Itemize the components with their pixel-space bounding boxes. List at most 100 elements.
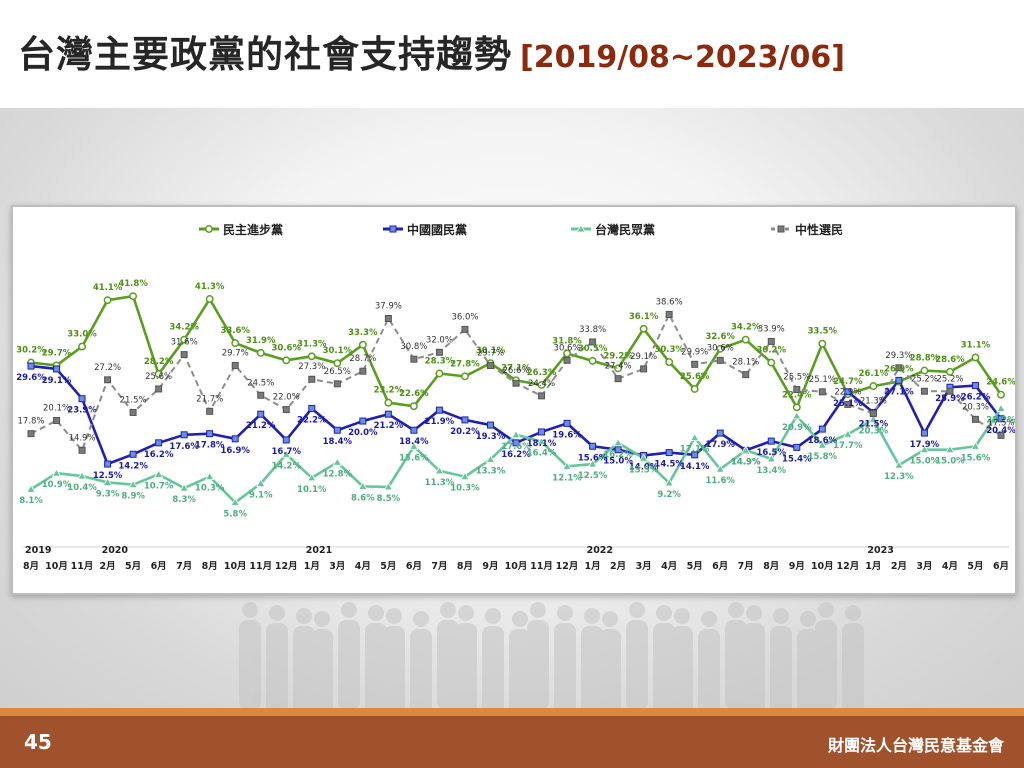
point-s1-5 (155, 439, 163, 447)
point-s1-17 (461, 416, 469, 424)
point-s0-25 (665, 358, 674, 366)
data-label-s1-36: 25.9% (935, 394, 965, 404)
point-s0-10 (282, 356, 291, 365)
data-label-s3-18: 29.7% (477, 348, 504, 358)
data-label-s3-17: 36.0% (451, 312, 478, 322)
data-label-s3-8: 29.7% (222, 348, 249, 358)
data-label-s3-7: 21.7% (196, 394, 223, 404)
point-s3-19 (512, 379, 520, 387)
data-label-s3-1: 20.1% (43, 403, 70, 413)
x-tick-label-1: 10月 (45, 561, 68, 572)
data-label-s1-17: 20.2% (450, 427, 480, 437)
data-label-s1-0: 29.6% (16, 373, 46, 383)
year-label-4: 2023 (867, 545, 893, 556)
point-s0-29 (767, 358, 776, 367)
data-label-s2-1: 10.9% (42, 480, 72, 490)
data-label-s1-5: 16.2% (144, 450, 174, 460)
point-s1-27 (716, 429, 724, 437)
point-s2-31 (817, 440, 828, 449)
x-tick-label-2: 11月 (71, 561, 94, 572)
data-label-s2-2: 10.4% (67, 483, 97, 493)
x-tick-label-12: 3月 (329, 561, 345, 572)
data-label-s3-22: 33.8% (579, 325, 606, 335)
point-s2-1 (51, 468, 62, 477)
data-label-s1-27: 17.9% (705, 440, 735, 450)
data-label-s0-15: 22.6% (399, 389, 429, 399)
data-label-s0-3: 41.1% (93, 283, 123, 293)
x-tick-label-21: 12月 (556, 561, 579, 572)
data-label-s0-28: 34.2% (731, 323, 761, 333)
point-s3-27 (716, 356, 724, 364)
point-s0-36 (945, 367, 954, 376)
data-label-s0-27: 32.6% (705, 332, 735, 342)
data-label-s2-36: 15.0% (935, 457, 965, 467)
data-label-s2-3: 9.3% (96, 489, 120, 499)
x-tick-label-34: 2月 (891, 561, 907, 572)
point-s3-3 (104, 376, 112, 384)
data-label-s2-34: 12.3% (884, 472, 914, 482)
data-label-s0-29: 30.2% (757, 346, 787, 356)
data-label-s0-10: 30.6% (272, 343, 302, 353)
data-label-s2-4: 8.9% (121, 492, 145, 502)
point-s2-22 (587, 459, 598, 468)
data-label-s1-21: 19.6% (552, 430, 582, 440)
data-label-s3-14: 37.9% (375, 301, 402, 311)
point-s2-8 (230, 497, 240, 506)
point-s3-10 (282, 406, 290, 414)
data-label-s3-32: 22.9% (834, 387, 861, 397)
data-label-s0-16: 28.3% (425, 356, 455, 366)
point-s1-0 (27, 362, 35, 370)
data-label-s2-24: 13.5% (629, 465, 659, 475)
point-s1-12 (333, 426, 341, 434)
legend-label-3: 中性選民 (795, 222, 843, 237)
x-tick-label-4: 5月 (125, 561, 141, 572)
point-s0-31 (818, 339, 827, 348)
point-s2-2 (77, 471, 87, 480)
point-s0-2 (78, 342, 87, 351)
data-label-s2-23: 16.2% (603, 450, 633, 460)
data-label-s2-0: 8.1% (19, 496, 43, 506)
x-tick-label-28: 7月 (738, 561, 754, 572)
page-title: 台灣主要政黨的社會支持趨勢 [2019/08~2023/06] (18, 24, 845, 78)
point-s2-21 (562, 461, 572, 470)
point-s2-38 (996, 403, 1006, 412)
data-label-s2-32: 17.7% (833, 441, 863, 451)
data-label-s1-19: 16.2% (501, 450, 531, 460)
chart-frame: 民主進步黨 中國國民黨 台灣民眾黨 中性選民 30.2% 29.7% 33.0% 41.1% 4… (11, 205, 1017, 595)
data-label-s1-34: 27.1% (884, 387, 914, 397)
point-s0-16 (435, 369, 444, 378)
data-label-s1-2: 23.9% (67, 406, 97, 416)
data-label-s3-21: 30.6% (554, 343, 581, 353)
data-label-s0-22: 30.5% (578, 344, 608, 354)
point-s0-9 (256, 348, 265, 357)
year-label-0: 2019 (25, 545, 51, 556)
point-s2-5 (153, 469, 164, 478)
data-label-s1-16: 21.9% (425, 417, 455, 427)
point-s1-26 (691, 451, 699, 459)
data-label-s3-25: 38.6% (656, 297, 683, 307)
point-s3-14 (384, 314, 392, 322)
data-label-s1-23: 15.0% (603, 457, 633, 467)
point-s1-13 (359, 417, 367, 425)
data-label-s1-31: 18.6% (808, 436, 838, 446)
point-s1-6 (180, 431, 188, 439)
legend-marker-3 (777, 225, 785, 233)
data-label-s1-9: 21.2% (246, 421, 276, 431)
data-label-s2-35: 15.0% (910, 457, 940, 467)
data-label-s3-33: 21.3% (860, 397, 887, 407)
point-s2-6 (179, 483, 189, 492)
data-label-s3-2: 14.9% (69, 433, 96, 443)
point-s2-20 (536, 436, 547, 446)
point-s0-4 (129, 292, 138, 301)
x-tick-label-0: 8月 (23, 561, 39, 572)
x-tick-label-19: 10月 (505, 561, 528, 572)
point-s3-17 (461, 325, 469, 333)
point-s1-32 (844, 388, 852, 396)
data-label-s0-7: 41.3% (195, 282, 225, 292)
point-s1-37 (971, 382, 979, 390)
point-s0-20 (537, 381, 546, 389)
point-s0-21 (563, 349, 572, 358)
x-tick-label-30: 9月 (789, 561, 805, 572)
data-label-s3-23: 27.4% (605, 362, 632, 372)
x-tick-label-22: 1月 (585, 561, 601, 572)
